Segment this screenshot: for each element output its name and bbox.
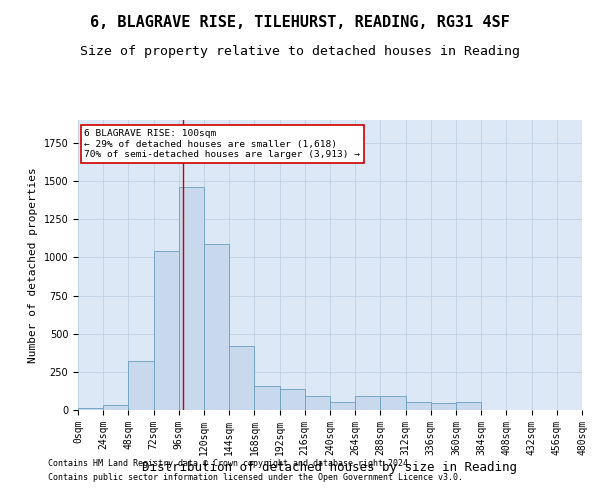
Text: 6 BLAGRAVE RISE: 100sqm
← 29% of detached houses are smaller (1,618)
70% of semi: 6 BLAGRAVE RISE: 100sqm ← 29% of detache…	[84, 129, 360, 159]
Y-axis label: Number of detached properties: Number of detached properties	[28, 167, 38, 363]
Text: Contains HM Land Registry data © Crown copyright and database right 2024.: Contains HM Land Registry data © Crown c…	[48, 458, 413, 468]
Text: Contains public sector information licensed under the Open Government Licence v3: Contains public sector information licen…	[48, 474, 463, 482]
X-axis label: Distribution of detached houses by size in Reading: Distribution of detached houses by size …	[143, 460, 517, 473]
Bar	[280, 388, 305, 410]
Bar	[305, 396, 330, 410]
Bar	[330, 402, 355, 410]
Bar	[103, 406, 128, 410]
Bar	[355, 396, 380, 410]
Bar	[128, 361, 154, 410]
Bar	[431, 403, 456, 410]
Bar	[406, 402, 431, 410]
Bar	[456, 402, 481, 410]
Bar	[380, 396, 406, 410]
Text: Size of property relative to detached houses in Reading: Size of property relative to detached ho…	[80, 45, 520, 58]
Text: 6, BLAGRAVE RISE, TILEHURST, READING, RG31 4SF: 6, BLAGRAVE RISE, TILEHURST, READING, RG…	[90, 15, 510, 30]
Bar	[254, 386, 280, 410]
Bar	[179, 187, 204, 410]
Bar	[204, 244, 229, 410]
Bar	[154, 250, 179, 410]
Bar	[229, 346, 254, 410]
Bar	[78, 408, 103, 410]
